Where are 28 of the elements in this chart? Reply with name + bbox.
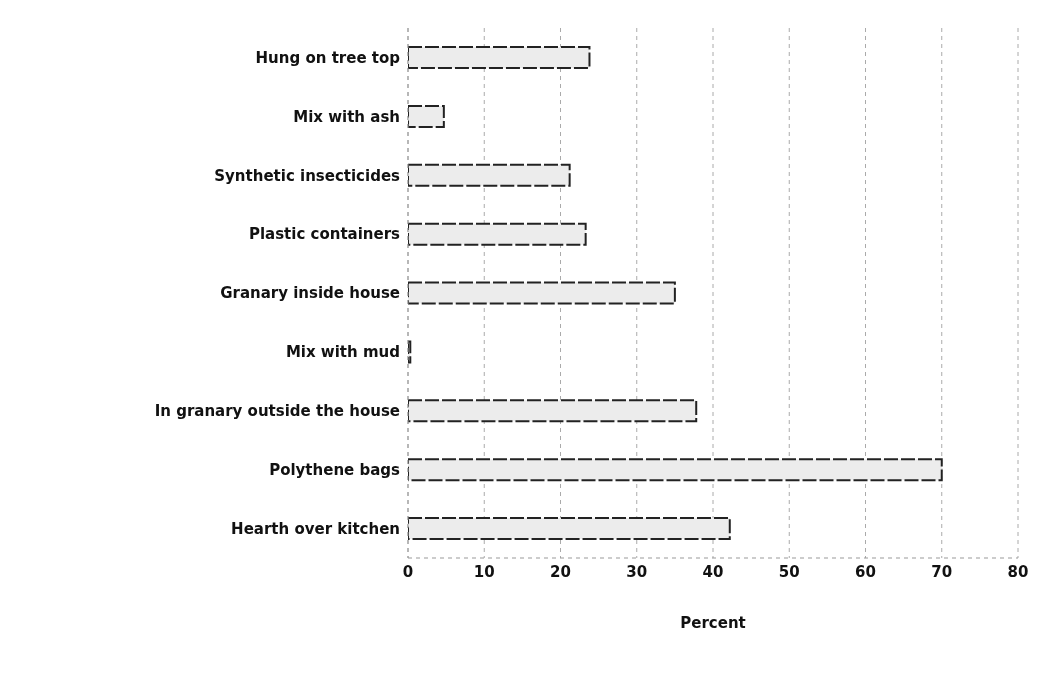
- bar: [408, 222, 587, 246]
- x-tick-label: 30: [626, 562, 648, 581]
- bar: [408, 458, 943, 482]
- x-tick-label: 60: [855, 562, 876, 581]
- y-tick-label: Granary inside house: [220, 284, 400, 303]
- y-tick-label: Hearth over kitchen: [231, 519, 400, 538]
- bar: [408, 46, 591, 69]
- y-tick-label: Mix with ash: [293, 107, 400, 126]
- y-tick-label: Synthetic insecticides: [214, 166, 401, 185]
- y-tick-label: Hung on tree top: [255, 48, 401, 67]
- x-tick-label: 80: [1007, 562, 1029, 581]
- x-axis-title: Percent: [680, 614, 746, 632]
- x-tick-label: 20: [550, 562, 571, 581]
- bar: [408, 517, 731, 541]
- y-tick-label: In granary outside the house: [154, 402, 400, 421]
- bar: [408, 104, 445, 128]
- y-tick-label: Mix with mud: [285, 343, 400, 362]
- y-tick-label: Polythene bags: [269, 460, 401, 479]
- bar: [408, 340, 412, 364]
- x-tick-label: 70: [931, 562, 953, 581]
- bar: [408, 281, 676, 305]
- x-tick-label: 0: [402, 562, 414, 581]
- y-tick-label: Plastic containers: [248, 225, 401, 244]
- bar: [408, 399, 698, 423]
- bar: [408, 163, 571, 187]
- x-tick-label: 50: [778, 562, 800, 581]
- x-tick-label: 40: [702, 562, 724, 581]
- x-tick-label: 10: [473, 562, 495, 581]
